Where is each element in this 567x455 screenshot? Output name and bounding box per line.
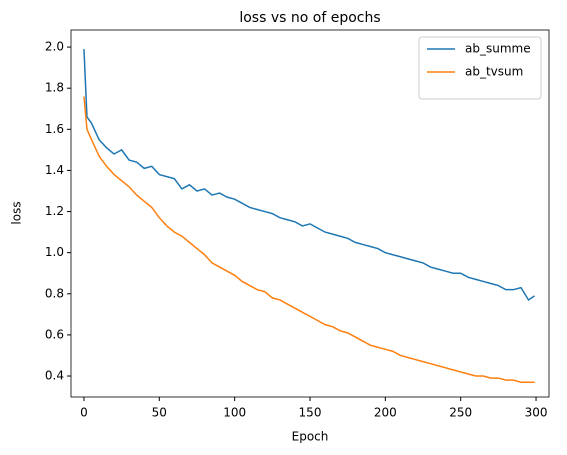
y-axis-label: loss <box>10 201 24 224</box>
y-tick-label: 1.8 <box>45 81 64 95</box>
x-tick-label: 100 <box>223 406 246 420</box>
x-tick-label: 0 <box>80 406 88 420</box>
x-tick-label: 300 <box>525 406 548 420</box>
y-tick-label: 0.6 <box>45 327 64 341</box>
x-tick-label: 250 <box>449 406 472 420</box>
line-series <box>83 49 535 302</box>
y-tick-label: 1.4 <box>45 163 64 177</box>
y-tick-label: 2.0 <box>45 40 64 54</box>
y-tick-label: 1.6 <box>45 122 64 136</box>
legend-label: ab_summe <box>465 42 531 56</box>
x-tick-label: 150 <box>299 406 322 420</box>
legend-label: ab_tvsum <box>465 65 523 79</box>
axes-frame <box>70 29 550 398</box>
legend-box <box>418 36 542 100</box>
x-axis-label: Epoch <box>292 430 329 444</box>
y-tick-label: 1.2 <box>45 204 64 218</box>
y-tick-label: 0.4 <box>45 369 64 383</box>
y-tick-label: 0.8 <box>45 286 64 300</box>
line-series <box>83 96 535 383</box>
chart-title: loss vs no of epochs <box>239 10 380 26</box>
x-tick-label: 200 <box>374 406 397 420</box>
x-tick-label: 50 <box>152 406 167 420</box>
y-tick-label: 1.0 <box>45 245 64 259</box>
